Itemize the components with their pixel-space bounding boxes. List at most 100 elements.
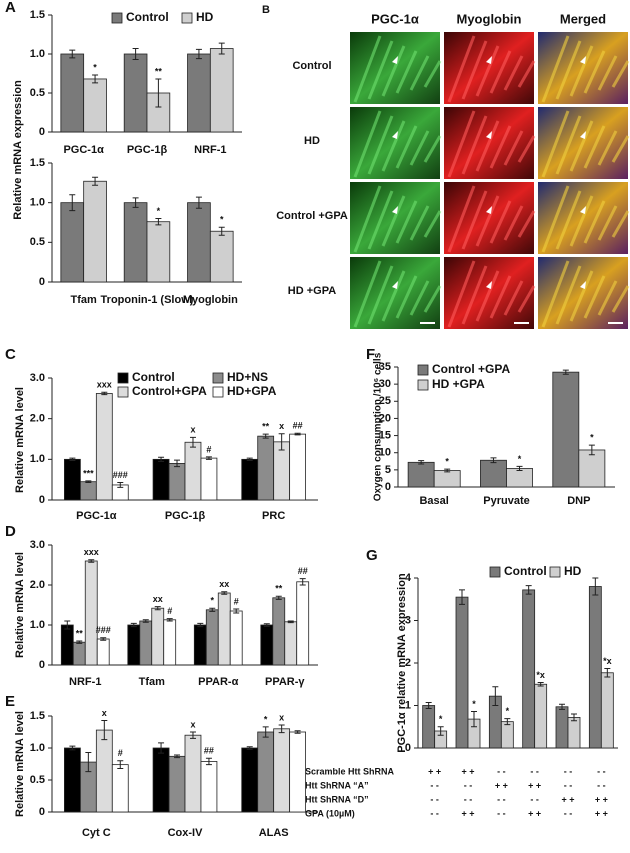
legend-label: HD+NS xyxy=(227,370,268,384)
bar xyxy=(146,221,171,283)
fiber xyxy=(423,60,442,88)
fiber xyxy=(475,195,500,247)
row-label: HD +GPA xyxy=(288,285,336,297)
bar xyxy=(163,619,177,666)
bar xyxy=(522,589,536,749)
fiber xyxy=(423,285,442,313)
fiber xyxy=(367,265,394,325)
error-bar xyxy=(101,719,108,741)
error-bar xyxy=(174,459,181,468)
error-bar xyxy=(197,622,204,628)
table-cell: - - xyxy=(564,808,573,818)
table-cell: + + xyxy=(528,780,541,790)
significance: *** xyxy=(83,468,94,478)
y-tick-label: 15 xyxy=(379,429,391,441)
fiber xyxy=(353,260,382,328)
error-bar xyxy=(221,591,228,595)
significance: # xyxy=(234,596,239,606)
fiber xyxy=(395,50,418,94)
bar xyxy=(187,53,211,133)
error-bar xyxy=(262,433,269,439)
fiber xyxy=(381,195,406,247)
fiber xyxy=(381,270,406,322)
error-bar xyxy=(246,457,253,462)
table-cell: + + xyxy=(561,794,574,804)
arrowhead xyxy=(580,281,586,289)
fiber xyxy=(555,190,582,250)
y-axis-label: Oxygen consumption /10⁶ cells xyxy=(373,352,384,501)
y-axis-label: Relative mRNA level xyxy=(14,387,26,493)
legend-swatch xyxy=(117,372,129,384)
fiber xyxy=(409,205,430,241)
bar xyxy=(407,461,435,488)
significance: * xyxy=(264,714,268,724)
table-cell: + + xyxy=(461,766,474,776)
table-cell: + + xyxy=(495,780,508,790)
error-bar xyxy=(92,74,99,84)
bar xyxy=(123,202,148,283)
bar xyxy=(289,433,306,501)
bar xyxy=(95,729,113,813)
legend-swatch xyxy=(489,566,501,578)
significance: ### xyxy=(96,625,111,635)
x-tick-label: Troponin-1 (Slow) xyxy=(101,294,194,306)
significance: x xyxy=(190,425,195,435)
legend-label: HD+GPA xyxy=(227,384,277,398)
arrowhead xyxy=(486,56,492,64)
x-tick-label: NRF-1 xyxy=(194,144,226,156)
significance: x xyxy=(279,421,284,431)
y-tick-label: 0 xyxy=(385,481,391,493)
bar xyxy=(241,747,259,813)
y-tick-label: 4 xyxy=(405,572,412,584)
x-tick-label: Myoglobin xyxy=(183,294,238,306)
table-cell: + + xyxy=(528,808,541,818)
error-bar xyxy=(246,746,253,750)
fiber xyxy=(395,275,418,319)
error-bar xyxy=(571,713,577,722)
fiber xyxy=(353,185,382,253)
error-bar xyxy=(205,757,212,766)
significance: * xyxy=(506,706,510,716)
fiber xyxy=(569,270,594,322)
fiber xyxy=(489,275,512,319)
table-cell: - - xyxy=(497,766,506,776)
error-bar xyxy=(437,726,444,736)
fiber xyxy=(489,200,512,244)
panel-label: C xyxy=(5,346,16,363)
bar xyxy=(111,764,129,813)
error-bar xyxy=(516,465,523,472)
error-bar xyxy=(275,595,282,600)
legend-swatch xyxy=(181,12,193,24)
bar xyxy=(60,624,74,666)
error-bar xyxy=(69,457,76,462)
significance: * xyxy=(211,596,215,606)
error-bar xyxy=(525,585,532,595)
fiber xyxy=(583,50,606,94)
arrowhead xyxy=(486,281,492,289)
y-tick-label: 25 xyxy=(379,395,391,407)
fiber xyxy=(503,280,524,316)
fiber xyxy=(541,110,570,178)
table-row-label: Htt ShRNA “D” xyxy=(305,794,369,804)
table-cell: + + xyxy=(428,766,441,776)
bar xyxy=(187,202,211,283)
table-cell: - - xyxy=(497,794,506,804)
error-bar xyxy=(158,742,165,754)
error-bar xyxy=(174,754,181,759)
bar xyxy=(209,48,234,133)
table-row-label: Scramble Htt ShRNA xyxy=(305,766,395,776)
bar xyxy=(64,458,81,501)
fiber xyxy=(611,210,630,238)
significance: xxx xyxy=(84,547,99,557)
bar xyxy=(127,624,141,666)
fiber xyxy=(409,55,430,91)
x-tick-label: PGC-1α xyxy=(76,510,117,522)
y-tick-label: 0 xyxy=(39,806,45,818)
bar xyxy=(273,441,291,501)
error-bar xyxy=(117,760,124,769)
fiber xyxy=(611,285,630,313)
fiber xyxy=(555,265,582,325)
column-label: Merged xyxy=(560,11,606,26)
bar xyxy=(139,620,153,666)
fiber xyxy=(447,185,476,253)
